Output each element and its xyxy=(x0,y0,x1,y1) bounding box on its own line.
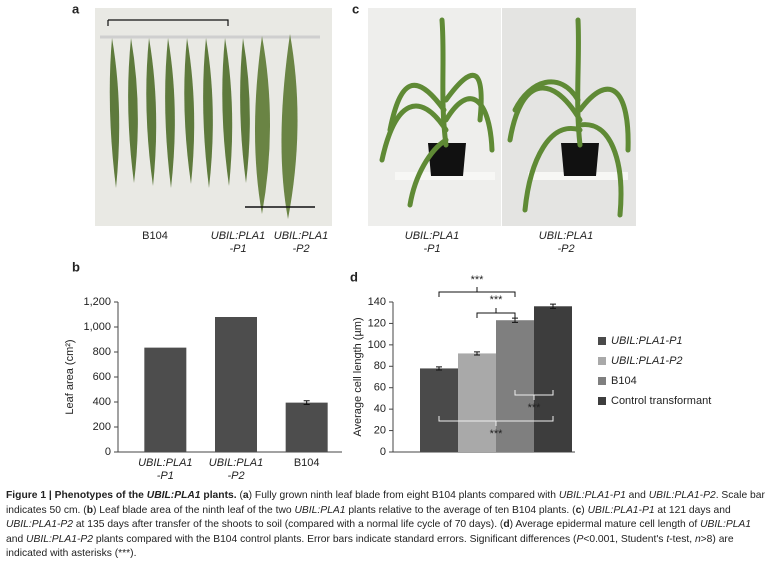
annotation: *** xyxy=(471,274,485,286)
caption-text: at 121 days and xyxy=(654,504,731,516)
y-tick-label: 40 xyxy=(374,403,386,415)
significance-bracket xyxy=(438,416,554,426)
caption-text: and xyxy=(6,533,27,545)
significance-bracket xyxy=(476,308,516,318)
annotation: *** xyxy=(490,428,504,440)
significance-bracket xyxy=(438,287,516,297)
bar xyxy=(534,306,572,452)
legend-label: UBIL:PLA1-P2 xyxy=(611,355,683,367)
y-tick-label: 400 xyxy=(93,396,111,408)
y-tick-label: 60 xyxy=(374,382,386,394)
y-axis-label: Average cell length (µm) xyxy=(352,317,364,436)
bar xyxy=(458,353,496,452)
photo-label: UBIL:PLA1 -P1 xyxy=(405,230,459,255)
caption-text: -test, xyxy=(669,533,695,545)
photo-a xyxy=(95,8,332,226)
caption-text: ) Average epidermal mature cell length o… xyxy=(509,519,701,531)
caption-text: UBIL:PLA1-P2 xyxy=(6,519,73,531)
caption-text: UBIL:PLA1-P2 xyxy=(26,533,94,545)
annotation: *** xyxy=(490,294,504,306)
legend-swatch xyxy=(598,397,606,405)
error-bar xyxy=(550,303,556,309)
photo-label: UBIL:PLA1 -P2 xyxy=(539,230,593,255)
caption-text: ) Leaf blade area of the ninth leaf of t… xyxy=(93,504,295,516)
x-tick-label: B104 xyxy=(294,457,320,469)
bar xyxy=(215,317,257,452)
error-bar xyxy=(436,366,442,371)
y-tick-label: 1,000 xyxy=(83,321,111,333)
caption-text: >8) are indicated with asterisks (***). xyxy=(6,533,734,560)
error-bar xyxy=(303,400,310,405)
photo-label: UBIL:PLA1 -P2 xyxy=(274,230,328,255)
y-tick-label: 140 xyxy=(368,296,386,308)
caption-text: . Scale bar indicates 50 cm. ( xyxy=(6,490,765,516)
caption-text: P xyxy=(576,533,584,545)
y-tick-label: 100 xyxy=(368,339,386,351)
annotation: *** xyxy=(528,402,542,414)
legend-label: Control transformant xyxy=(611,395,711,407)
y-tick-label: 800 xyxy=(93,346,111,358)
legend-label: UBIL:PLA1-P1 xyxy=(611,335,683,347)
panel-letter: d xyxy=(350,269,358,284)
caption-text: UBIL:PLA1-P1 xyxy=(558,490,626,501)
caption-text: UBIL:PLA1-P1 xyxy=(587,504,655,516)
y-tick-label: 200 xyxy=(93,421,111,433)
caption-text: d xyxy=(503,519,510,531)
panel-letter: a xyxy=(72,1,80,16)
caption: Figure 1 | Phenotypes of the UBIL:PLA1 p… xyxy=(6,489,770,562)
caption-text: UBIL:PLA1 xyxy=(700,519,752,531)
bar xyxy=(285,402,328,452)
caption-text: Figure 1 | Phenotypes of the xyxy=(6,490,147,501)
y-axis-label: Leaf area (cm²) xyxy=(64,339,76,414)
photo-label: B104 xyxy=(142,230,168,242)
caption-text: n xyxy=(694,533,701,545)
y-tick-label: 0 xyxy=(380,446,386,458)
caption-text: plants compared with the B104 control pl… xyxy=(93,533,577,545)
caption-text: UBIL:PLA1 xyxy=(146,490,201,501)
y-tick-label: 20 xyxy=(374,424,386,436)
error-bar xyxy=(474,351,480,356)
legend-label: B104 xyxy=(611,375,637,387)
x-tick-label: UBIL:PLA1 -P2 xyxy=(209,457,263,482)
legend-swatch xyxy=(598,357,606,365)
panel-letter: c xyxy=(352,1,359,16)
y-tick-label: 1,200 xyxy=(83,296,111,308)
caption-text: at 135 days after transfer of the shoots… xyxy=(72,519,504,531)
legend-swatch xyxy=(598,377,606,385)
caption-text: ) xyxy=(581,504,588,516)
caption-text: b xyxy=(86,504,93,516)
caption-text: plants. xyxy=(200,490,237,501)
legend-swatch xyxy=(598,337,606,345)
bar xyxy=(496,320,534,452)
caption-text: ( xyxy=(236,490,243,501)
caption-text: ) Fully grown ninth leaf blade from eigh… xyxy=(248,490,559,501)
caption-text: UBIL:PLA1 xyxy=(294,504,346,516)
y-tick-label: 600 xyxy=(93,371,111,383)
significance-bracket xyxy=(514,390,554,400)
x-tick-label: UBIL:PLA1 -P1 xyxy=(138,457,192,482)
caption-text: t xyxy=(666,533,670,545)
caption-text: UBIL:PLA1-P2 xyxy=(648,490,716,501)
y-tick-label: 120 xyxy=(368,317,386,329)
error-bar xyxy=(512,317,518,323)
caption-text: c xyxy=(575,504,582,516)
bar xyxy=(144,347,187,452)
photo-c xyxy=(368,8,636,226)
bar xyxy=(420,368,458,452)
caption-text: a xyxy=(242,490,249,501)
caption-text: and xyxy=(625,490,649,501)
y-tick-label: 0 xyxy=(105,446,111,458)
figure: a B104 UBIL:PLA1 -P1 UBIL:PLA1 -P2 c UBIL:PLA1-… xyxy=(64,1,711,482)
caption-text: <0.001, Student's xyxy=(583,533,667,545)
y-tick-label: 80 xyxy=(374,360,386,372)
photo-label: UBIL:PLA1 -P1 xyxy=(211,230,265,255)
caption-text: plants relative to the average of ten B1… xyxy=(345,504,576,516)
panel-letter: b xyxy=(72,259,80,274)
